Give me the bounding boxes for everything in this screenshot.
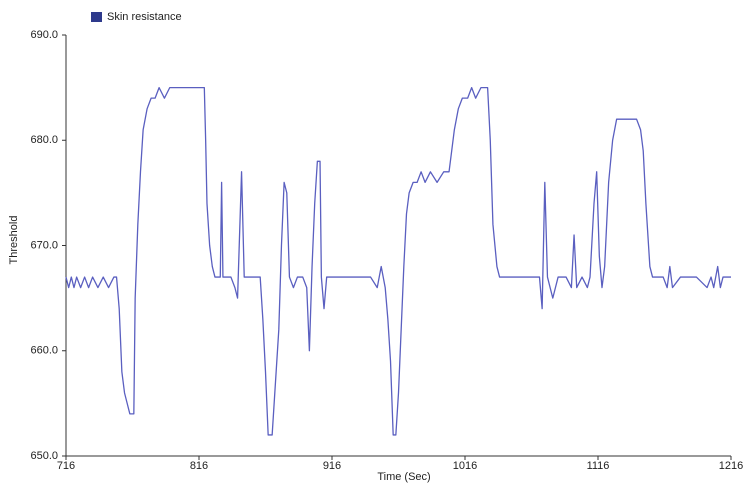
- x-tick-label: 1016: [453, 460, 477, 472]
- x-tick-label: 1216: [719, 460, 743, 472]
- y-tick-label: 680.0: [30, 134, 58, 146]
- data-line: [65, 86, 731, 436]
- x-tick-label: 816: [190, 460, 208, 472]
- x-tick-label: 916: [323, 460, 341, 472]
- y-tick-label: 650.0: [30, 450, 58, 462]
- legend-swatch: [91, 12, 102, 22]
- legend-label: Skin resistance: [107, 11, 182, 23]
- y-tick-label: 690.0: [30, 29, 58, 41]
- x-tick-label: 1116: [587, 460, 610, 472]
- y-tick-label: 670.0: [30, 239, 58, 251]
- y-axis-label: Threshold: [8, 216, 20, 265]
- y-tick-label: 660.0: [30, 345, 58, 357]
- x-axis-label: Time (Sec): [377, 471, 430, 483]
- x-tick-label: 716: [57, 460, 75, 472]
